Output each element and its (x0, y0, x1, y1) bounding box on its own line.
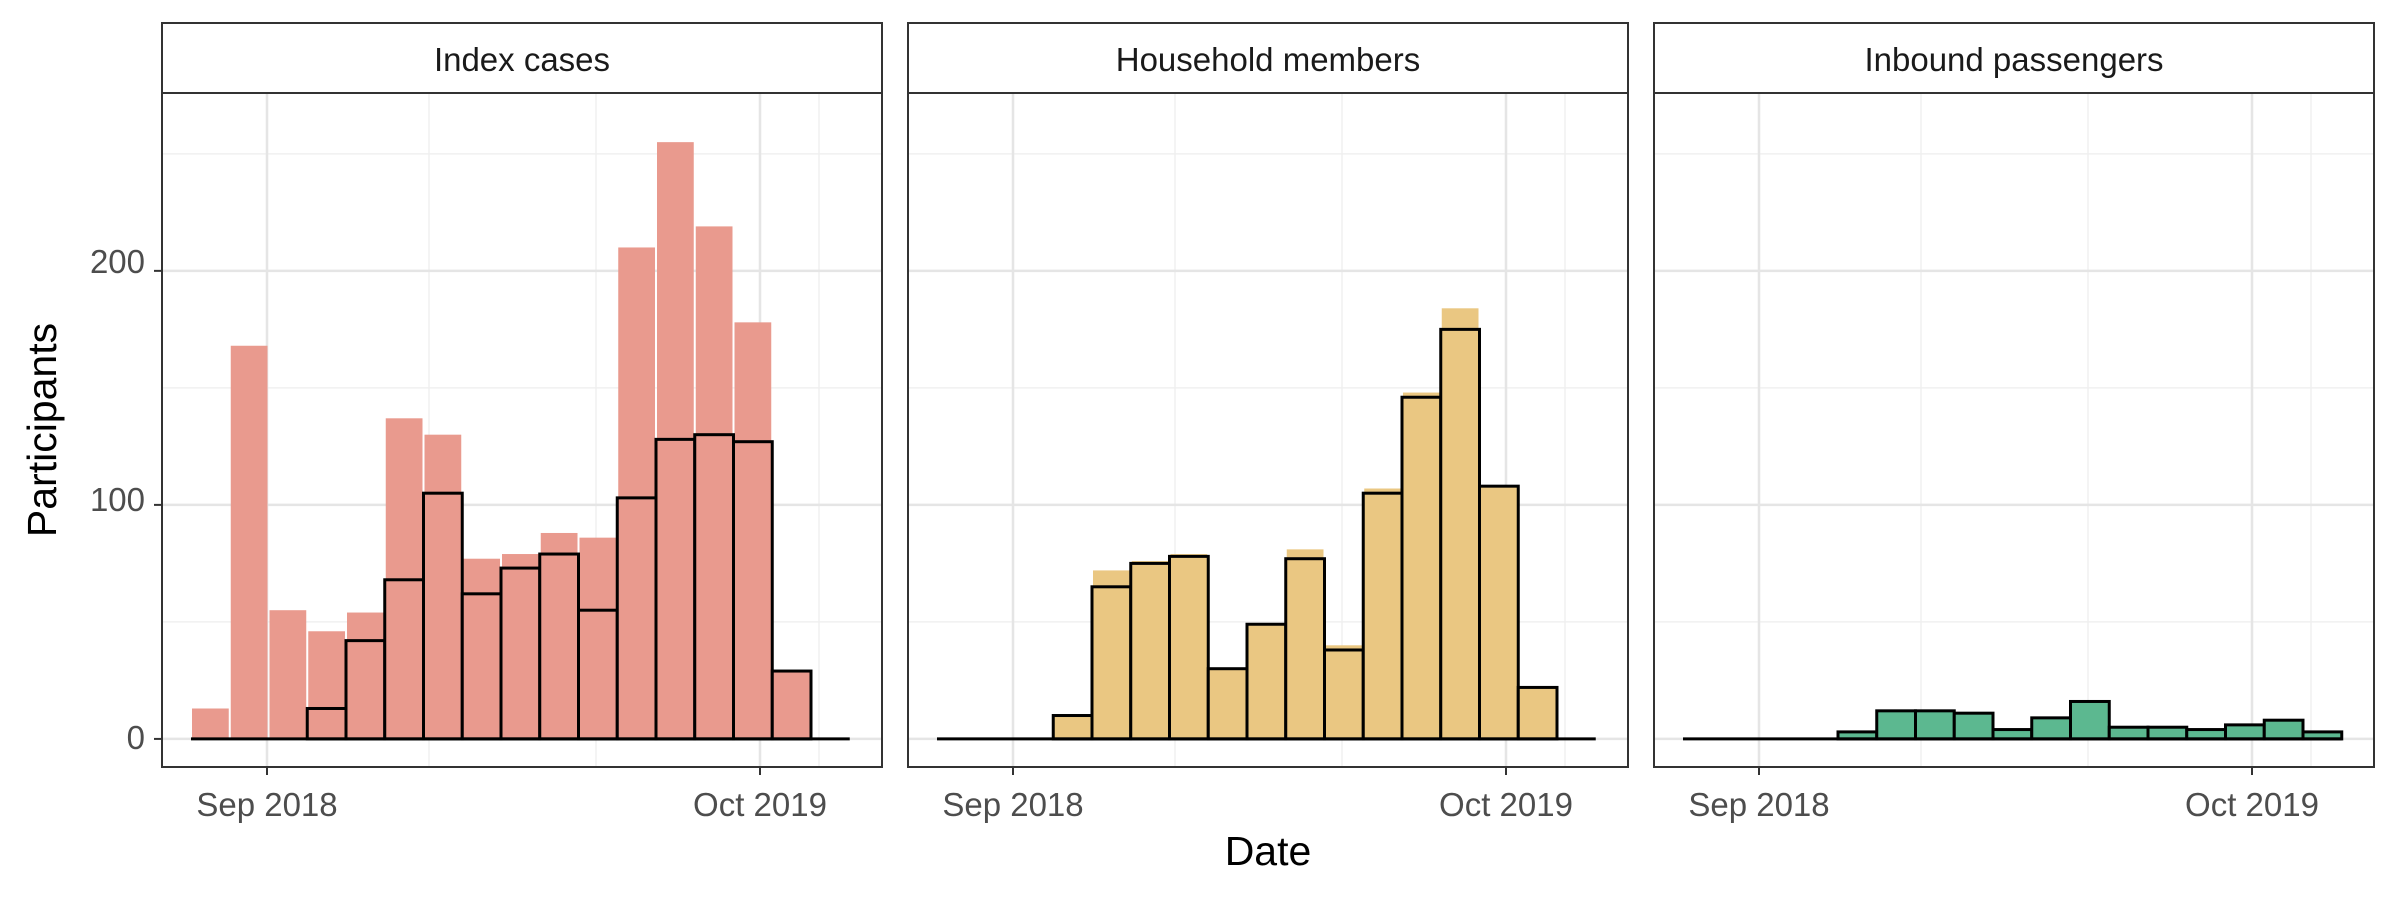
facet-index-cases: Index cases Sep 2018 Oct 2019 (154, 22, 883, 823)
panel-background (1654, 93, 2374, 767)
bar-outlined (1284, 557, 1326, 741)
bar-outlined (1952, 711, 1995, 741)
panel-border (1653, 92, 2375, 768)
bar-total (192, 708, 229, 739)
bar-outlined (770, 669, 813, 741)
bar-outlined (1516, 685, 1559, 741)
facet-household-members: Household members Sep 2018 Oct 2019 (907, 22, 1629, 823)
facet-strip (161, 22, 883, 94)
bar-outlined (344, 639, 387, 741)
bar-outlined (2146, 725, 2189, 741)
x-axis-title: Date (1225, 828, 1312, 874)
bar-outlined (1245, 622, 1288, 741)
x-tick-label: Sep 2018 (196, 786, 337, 823)
bar-outlined (2030, 716, 2072, 741)
bar-outlined (693, 433, 735, 741)
y-tick-label: 100 (90, 481, 145, 518)
x-tick-label: Oct 2019 (1439, 786, 1573, 823)
bar-outlined (538, 552, 580, 741)
facet-title: Household members (1116, 41, 1420, 78)
bar-outlined (732, 440, 774, 741)
bar-outlined (1090, 585, 1133, 741)
y-axis-title: Participants (19, 323, 65, 537)
facet-inbound-passengers: Inbound passengers Sep 2018 Oct 2019 (1653, 22, 2375, 823)
bar-outlined (2224, 723, 2266, 741)
bar-outlined (499, 566, 542, 741)
facet-title: Inbound passengers (1864, 41, 2163, 78)
bar-outlined (2107, 725, 2150, 741)
bar-outlined (1478, 484, 1520, 741)
bar-outlined (1206, 667, 1249, 741)
bar-outlined (1361, 491, 1404, 741)
bar-outlined (1168, 554, 1210, 741)
y-tick-label: 200 (90, 243, 145, 280)
bar-outlined (383, 578, 425, 741)
bar-outlined (1875, 709, 1917, 741)
bar-total (230, 345, 268, 739)
facet-strip (1653, 22, 2375, 94)
bar-outlined (1129, 561, 1171, 741)
panel-border (161, 92, 883, 768)
bar-outlined (1323, 648, 1365, 741)
x-tick-label: Oct 2019 (693, 786, 827, 823)
y-tick-label: 0 (127, 719, 145, 756)
panel-index-cases (154, 92, 883, 775)
panel-inbound-passengers (1653, 92, 2375, 775)
bar-outlined (422, 491, 464, 741)
bar-outlined (2069, 699, 2111, 741)
x-tick-label: Sep 2018 (942, 786, 1083, 823)
x-tick-label: Oct 2019 (2185, 786, 2319, 823)
panel-border (907, 92, 1629, 768)
bar-outlined (1439, 327, 1481, 741)
facet-title: Index cases (434, 41, 610, 78)
bar-outlined (577, 608, 619, 741)
facet-strip (907, 22, 1629, 94)
bar-outlined (1914, 709, 1956, 741)
bar-total (269, 610, 307, 739)
bar-outlined (1051, 714, 1094, 741)
bar-outlined (654, 437, 697, 741)
bar-outlined (615, 496, 658, 741)
bar-outlined (460, 592, 503, 741)
x-tick-label: Sep 2018 (1688, 786, 1829, 823)
bar-outlined (2262, 718, 2305, 741)
panel-household-members (907, 92, 1629, 775)
bar-outlined (305, 706, 348, 741)
bar-outlined (1400, 395, 1443, 741)
